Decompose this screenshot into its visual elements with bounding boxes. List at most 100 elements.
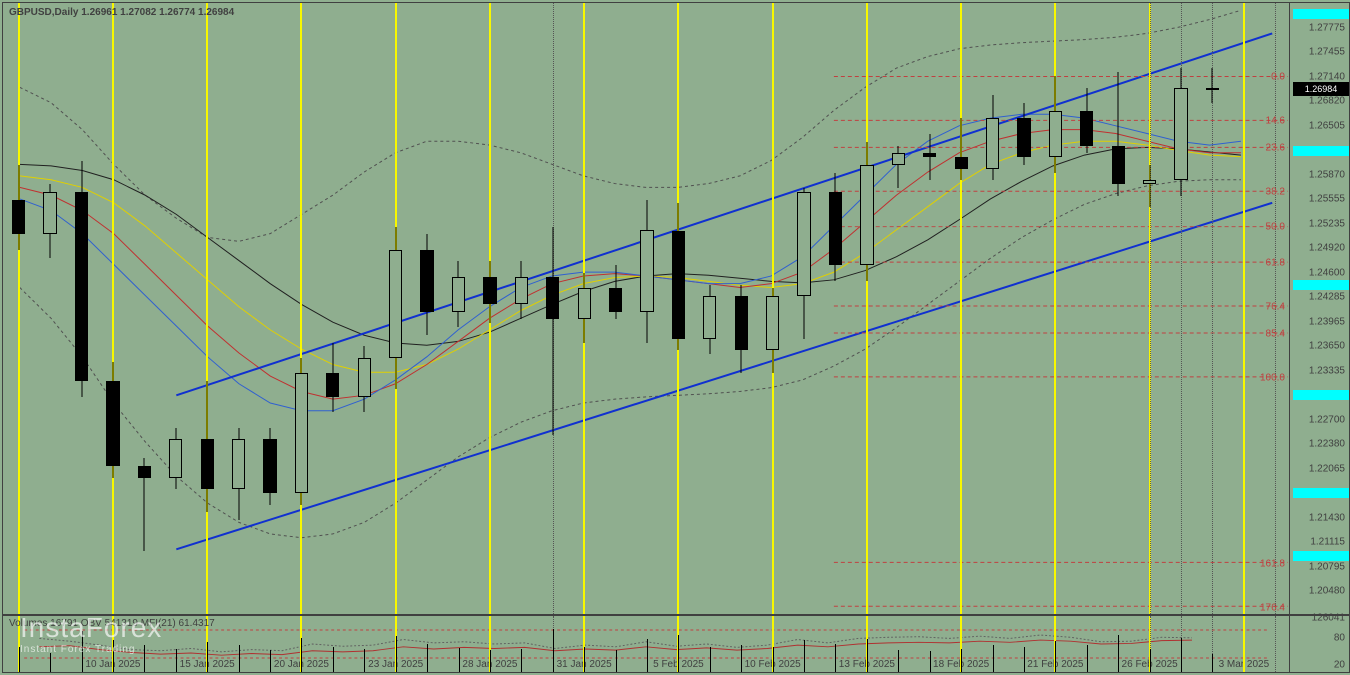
volume-bar [867, 639, 868, 672]
vertical-gridline-yellow [960, 3, 962, 614]
volume-bar [427, 644, 428, 672]
volume-bar [490, 650, 491, 672]
volume-bar [930, 651, 931, 672]
y-axis-tick: 1.27455 [1309, 47, 1345, 58]
volume-bar [396, 636, 397, 672]
candlestick [638, 200, 655, 343]
volume-bar [1118, 635, 1119, 672]
y-axis-tick: 1.27775 [1309, 22, 1345, 33]
vertical-gridline-yellow [1243, 616, 1245, 672]
y-axis-tick: 1.25555 [1309, 194, 1345, 205]
fib-level-label: 85.4 [1266, 329, 1285, 340]
candlestick [513, 261, 530, 319]
y-axis-tick: 1.23650 [1309, 341, 1345, 352]
y-axis-tick: 1.23965 [1309, 317, 1345, 328]
volume-bar [741, 645, 742, 672]
volume-bar [961, 649, 962, 672]
volume-bar [521, 649, 522, 672]
candlestick [544, 227, 561, 436]
y-axis-tick: 1.25235 [1309, 218, 1345, 229]
candlestick [230, 428, 247, 521]
fib-level-label: 76.4 [1266, 301, 1285, 312]
volume-bar [584, 647, 585, 672]
volume-bar [301, 638, 302, 672]
volume-bar [1150, 649, 1151, 672]
volume-bar [1212, 654, 1213, 672]
candlestick [764, 288, 781, 373]
fib-level-label: 50.0 [1266, 222, 1285, 233]
indicator-area[interactable]: Volumes 16791 OBV 541319 MFI(21) 61.4317… [2, 615, 1290, 673]
volume-bar [459, 648, 460, 672]
candlestick [1015, 103, 1032, 165]
indicator-y-axis: 1260418020 [1290, 615, 1350, 673]
volume-bar [364, 649, 365, 672]
volume-bar [993, 645, 994, 672]
candlestick [324, 343, 341, 413]
fib-level-label: 61.8 [1266, 257, 1285, 268]
fib-level-label: 100.0 [1260, 373, 1285, 384]
candlestick [576, 273, 593, 343]
candlestick [136, 458, 153, 551]
y-axis-tick: 1.20795 [1309, 561, 1345, 572]
candlestick [450, 261, 467, 327]
vertical-gridline-dotted [1150, 3, 1151, 614]
candlestick [1078, 88, 1095, 154]
candlestick [1172, 68, 1189, 195]
candlestick [10, 165, 27, 250]
volume-bar [835, 644, 836, 672]
cyan-price-marker [1293, 280, 1349, 290]
symbol-title: GBPUSD,Daily 1.26961 1.27082 1.26774 1.2… [9, 7, 234, 18]
y-axis-tick: 1.23335 [1309, 365, 1345, 376]
cyan-price-marker [1293, 488, 1349, 498]
vertical-gridline-yellow [300, 3, 302, 614]
candlestick [701, 285, 718, 355]
candlestick [387, 227, 404, 389]
y-axis-tick: 1.26820 [1309, 96, 1345, 107]
volume-bar [553, 629, 554, 673]
fib-level-label: 23.6 [1266, 142, 1285, 153]
vertical-gridline-yellow [18, 3, 20, 614]
volume-bar [804, 640, 805, 672]
volume-bar [710, 647, 711, 672]
volume-bar [1024, 647, 1025, 672]
candlestick [733, 285, 750, 374]
volume-bar [176, 649, 177, 672]
y-axis-tick: 1.26505 [1309, 120, 1345, 131]
volume-bar [1181, 638, 1182, 672]
candlestick [984, 95, 1001, 180]
candlestick [795, 188, 812, 339]
candlestick [356, 346, 373, 412]
fib-level-label: 14.6 [1266, 115, 1285, 126]
y-axis-tick: 1.21115 [1310, 537, 1345, 548]
y-axis-tick: 1.25870 [1309, 169, 1345, 180]
cyan-price-marker [1293, 146, 1349, 156]
volume-bar [239, 645, 240, 672]
chart-root: GBPUSD,Daily 1.26961 1.27082 1.26774 1.2… [0, 0, 1350, 675]
current-price-marker: 1.26984 [1293, 82, 1349, 96]
candlestick [1047, 76, 1064, 173]
volume-bar [1055, 641, 1056, 672]
volume-bar [50, 653, 51, 672]
candlestick [293, 358, 310, 505]
volume-bar [207, 642, 208, 672]
y-axis-tick: 1.22065 [1309, 463, 1345, 474]
candlestick [827, 173, 844, 281]
volume-bar [773, 647, 774, 672]
volume-bar [1087, 645, 1088, 672]
candlestick [73, 161, 90, 397]
candlestick [261, 428, 278, 505]
vertical-gridline-yellow [866, 3, 868, 614]
vertical-gridline-yellow [1243, 3, 1245, 614]
candlestick [41, 184, 58, 257]
candlestick [418, 234, 435, 334]
indicator-y-tick: 126041 [1312, 612, 1345, 623]
fib-level-label: 161.8 [1260, 559, 1285, 570]
cyan-price-marker [1293, 9, 1349, 19]
fib-level-label: 38.2 [1266, 186, 1285, 197]
cyan-price-marker [1293, 551, 1349, 561]
candlestick [199, 381, 216, 512]
volume-bar [333, 647, 334, 672]
candlestick [1204, 68, 1221, 103]
y-axis-tick: 1.27140 [1309, 71, 1345, 82]
price-chart-area[interactable]: GBPUSD,Daily 1.26961 1.27082 1.26774 1.2… [2, 2, 1290, 615]
